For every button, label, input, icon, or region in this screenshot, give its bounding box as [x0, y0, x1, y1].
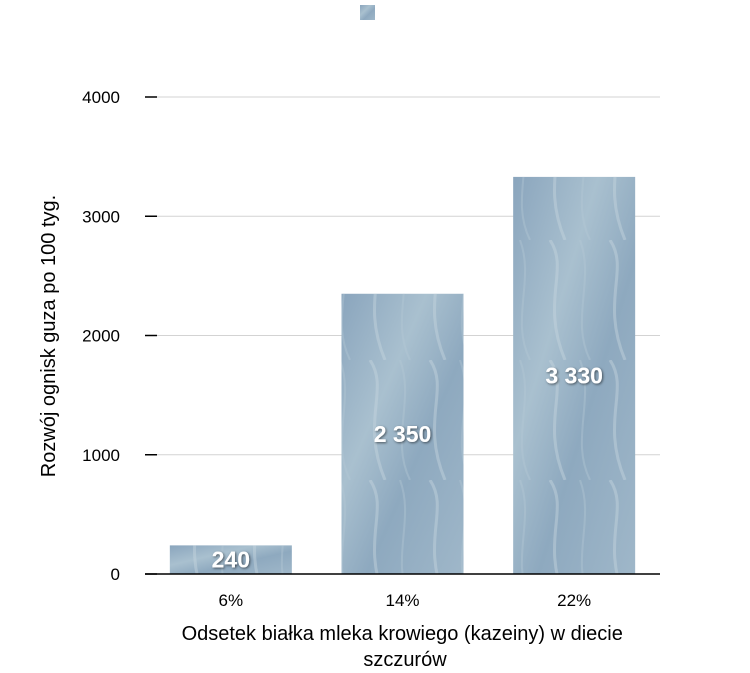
- y-tick-label: 0: [111, 565, 120, 584]
- bar-texture: [341, 293, 464, 574]
- y-axis-title: Rozwój ognisk guza po 100 tyg.: [38, 195, 60, 477]
- bars: 240 2 350 3 330: [169, 176, 636, 574]
- x-axis-title-line-1: Odsetek białka mleka krowiego (kazeiny) …: [182, 623, 623, 645]
- legend-swatch: [360, 5, 375, 20]
- bar-data-label: 240: [212, 547, 250, 573]
- y-tick-label: 1000: [82, 446, 120, 465]
- y-axis-ticks: 0 1000 2000 3000 4000: [82, 88, 157, 584]
- legend: [360, 5, 375, 20]
- x-category-label: 14%: [385, 591, 419, 610]
- y-tick-label: 4000: [82, 88, 120, 107]
- x-axis-title-line-2: szczurów: [363, 649, 447, 671]
- bar-texture: [513, 176, 636, 574]
- x-axis-categories: 6% 14% 22%: [219, 591, 592, 610]
- bar-texture: [169, 545, 292, 574]
- y-tick-label: 2000: [82, 327, 120, 346]
- x-category-label: 6%: [219, 591, 244, 610]
- y-tick-label: 3000: [82, 207, 120, 226]
- bar-data-label: 3 330: [545, 362, 603, 388]
- x-axis-title: Odsetek białka mleka krowiego (kazeiny) …: [182, 623, 629, 671]
- x-category-label: 22%: [557, 591, 591, 610]
- bar-data-label: 2 350: [374, 421, 432, 447]
